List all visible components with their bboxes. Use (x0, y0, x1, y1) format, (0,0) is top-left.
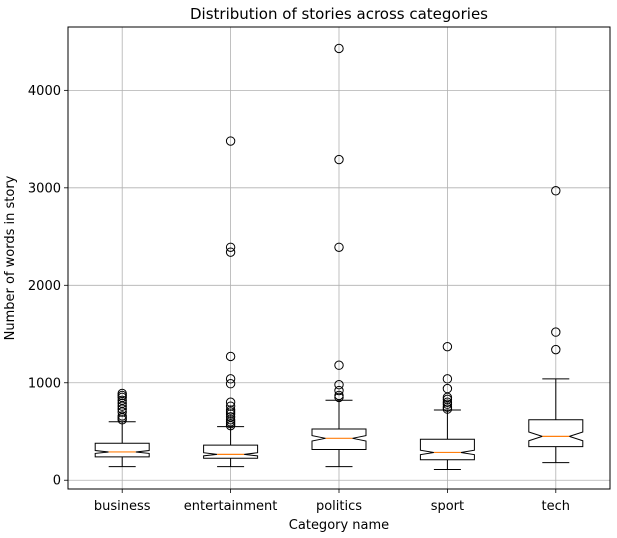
x-tick-label: tech (542, 499, 570, 514)
y-axis-label: Number of words in story (3, 175, 18, 340)
outlier-point (225, 401, 236, 411)
outlier-point (551, 327, 561, 337)
outlier-point (334, 43, 344, 54)
outlier-point (442, 341, 453, 352)
boxes-group (94, 43, 584, 471)
box-politics (311, 43, 367, 468)
x-tick-label: business (94, 499, 151, 514)
outlier-point (225, 136, 236, 146)
x-tick-label: entertainment (184, 499, 278, 514)
chart-title: Distribution of stories across categorie… (190, 5, 488, 23)
box-body (528, 419, 584, 448)
outlier-point (225, 351, 236, 362)
y-tick-label: 0 (53, 474, 61, 489)
outlier-point (334, 360, 344, 370)
y-tick-label: 4000 (28, 84, 61, 99)
outlier-point (117, 411, 127, 421)
box-sport (419, 341, 475, 471)
outlier-point (442, 374, 453, 384)
box-business (94, 388, 150, 468)
outlier-point (551, 344, 561, 355)
outlier-point (225, 397, 236, 407)
x-tick-label: sport (431, 499, 464, 514)
box-tech (528, 186, 584, 464)
outlier-point (442, 397, 453, 407)
outlier-point (225, 415, 236, 425)
outlier-point (334, 385, 344, 396)
outlier-point (225, 412, 236, 422)
outlier-point (225, 242, 236, 252)
box-entertainment (203, 136, 259, 468)
outlier-point (442, 402, 453, 412)
y-axis: 0 1000 2000 3000 4000 (28, 84, 68, 489)
box-body (311, 428, 367, 451)
outlier-point (551, 186, 561, 196)
outlier-point (225, 247, 236, 257)
outlier-point (117, 388, 127, 399)
outlier-point (442, 383, 453, 394)
outlier-point (334, 242, 344, 252)
box-body (94, 442, 150, 458)
outlier-point (117, 395, 127, 406)
outlier-point (225, 374, 236, 384)
box-body (419, 438, 475, 461)
outlier-point (117, 398, 127, 408)
outlier-point (334, 154, 344, 165)
y-tick-label: 2000 (28, 279, 61, 294)
box-body (203, 444, 259, 459)
grid-lines (68, 27, 610, 489)
outlier-point (225, 379, 236, 389)
y-tick-label: 1000 (28, 376, 61, 391)
x-tick-label: politics (316, 499, 362, 514)
outlier-point (334, 380, 344, 390)
outlier-point (225, 405, 236, 415)
x-axis: business entertainment politics sport tech (94, 489, 570, 514)
x-axis-label: Category name (289, 518, 389, 533)
y-tick-label: 3000 (28, 181, 61, 196)
outlier-point (334, 390, 344, 401)
